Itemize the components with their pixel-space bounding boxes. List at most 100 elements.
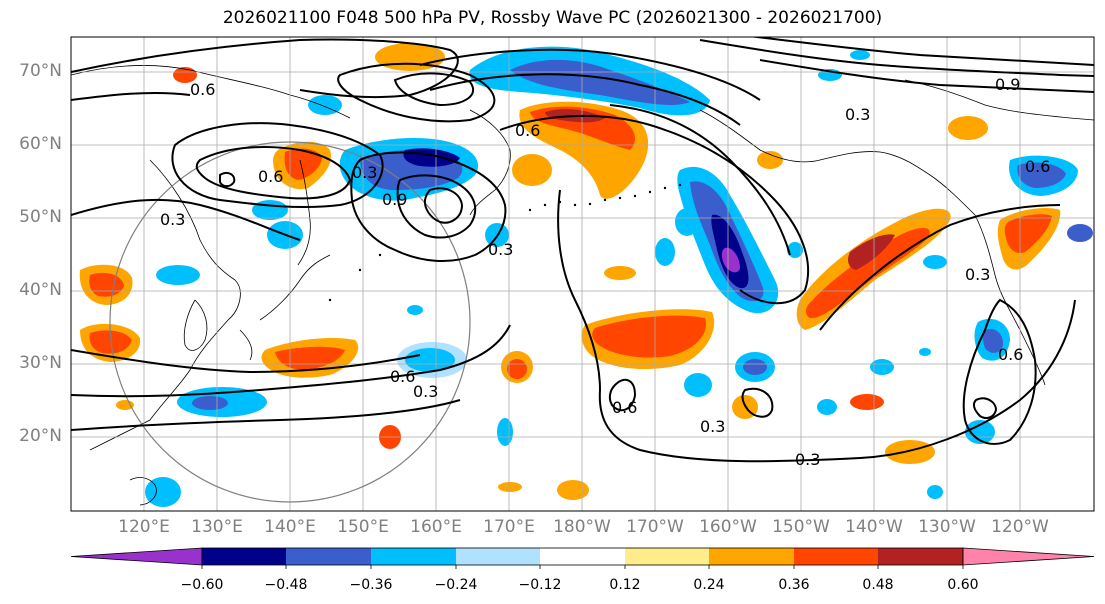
- lon-label-140e: 140°E: [264, 517, 316, 537]
- contour-label: 0.9: [382, 190, 407, 209]
- pos-blob: [512, 154, 552, 186]
- pos-blob: [498, 482, 522, 492]
- pos-blob: [173, 67, 197, 83]
- lon-label-120w: 120°W: [991, 517, 1049, 537]
- map-frame: [70, 36, 1095, 512]
- lon-label-170e: 170°E: [483, 517, 535, 537]
- colorbar-segment: [456, 548, 540, 565]
- contour-label: 0.3: [160, 210, 185, 229]
- neg-blob: [252, 200, 288, 220]
- island-chain: [328, 183, 682, 302]
- pos-blob: [604, 266, 636, 280]
- lon-label-140w: 140°W: [845, 517, 903, 537]
- contour-label: 0.3: [965, 265, 990, 284]
- lat-label-50n: 50°N: [19, 207, 62, 227]
- contour-label: 0.3: [845, 105, 870, 124]
- pos-blob: [850, 394, 884, 410]
- neg-blob: [870, 359, 894, 375]
- contour-label: 0.6: [390, 367, 415, 386]
- neg-blob: [923, 255, 947, 269]
- colorbar-tick-label: −0.12: [518, 577, 562, 593]
- neg-blob: [655, 238, 675, 266]
- colorbar-tick-label: −0.36: [349, 577, 393, 593]
- neg-blob: [1067, 224, 1093, 242]
- neg-blob: [817, 399, 837, 415]
- pos-anomaly-sakhalin-core: [284, 148, 322, 180]
- lon-label-120e: 120°E: [118, 517, 170, 537]
- neg-blob: [684, 373, 712, 397]
- pos-blob: [116, 400, 134, 410]
- colorbar-segment: [878, 548, 963, 565]
- pos-blob: [948, 116, 988, 140]
- lat-label-20n: 20°N: [19, 426, 62, 446]
- lon-label-130e: 130°E: [191, 517, 243, 537]
- colorbar-tick-label: 0.60: [947, 577, 979, 593]
- neg-blob: [405, 348, 455, 372]
- lat-label-30n: 30°N: [19, 353, 62, 373]
- neg-anomaly-trough-extreme: [721, 247, 740, 273]
- neg-blob: [850, 50, 870, 60]
- neg-blob: [965, 420, 995, 444]
- pos-anomaly-central-pacific-core: [592, 315, 706, 358]
- colorbar-tick-label: 0.12: [609, 577, 641, 593]
- colorbar-tick-label: −0.24: [434, 577, 478, 593]
- neg-blob: [675, 208, 699, 236]
- pos-anomaly-us-coast-core: [1004, 214, 1052, 254]
- contour-label: 0.3: [700, 417, 725, 436]
- lat-label-60n: 60°N: [19, 134, 62, 154]
- colorbar-segment: [202, 548, 286, 565]
- contour-label: 0.6: [515, 121, 540, 140]
- lon-label-180w: 180°W: [553, 517, 611, 537]
- contour-label: 0.6: [190, 80, 215, 99]
- lon-label-160e: 160°E: [410, 517, 462, 537]
- colorbar-tick-label: 0.24: [693, 577, 725, 593]
- colorbar-segment: [709, 548, 794, 565]
- pos-blob: [557, 480, 589, 500]
- pos-blob: [885, 440, 935, 464]
- lat-label-40n: 40°N: [19, 280, 62, 300]
- neg-blob: [407, 305, 423, 315]
- colorbar-segment: [625, 548, 709, 565]
- contour-label: 0.3: [352, 163, 377, 182]
- colorbar-segment: [794, 548, 878, 565]
- lon-label-150e: 150°E: [337, 517, 389, 537]
- colorbar-tick-label: −0.60: [180, 577, 224, 593]
- contour-labels: 0.6 0.3 0.6 0.3 0.9 0.6 0.3 0.3 0.6 0.3 …: [160, 75, 1050, 469]
- contour-label: 0.3: [488, 240, 513, 259]
- contour-label: 0.6: [612, 398, 637, 417]
- lon-label-150w: 150°W: [772, 517, 830, 537]
- contour-label: 0.9: [995, 75, 1020, 94]
- reference-circle: [109, 141, 471, 503]
- colorbar-segment: [540, 548, 625, 565]
- contour-label: 0.3: [413, 382, 438, 401]
- lon-label-130w: 130°W: [918, 517, 976, 537]
- colorbar-segment: [962, 547, 1095, 566]
- pos-anomaly-ne-pacific-core: [805, 227, 930, 319]
- neg-anomaly-north-core: [510, 59, 690, 105]
- colorbar-tick-label: 0.48: [862, 577, 894, 593]
- colorbar-tick-label: −0.48: [264, 577, 308, 593]
- colorbar-segment: [371, 548, 456, 565]
- neg-blob: [156, 265, 200, 285]
- neg-blob: [743, 359, 767, 375]
- neg-blob: [787, 242, 803, 258]
- colorbar-segment: [70, 547, 203, 566]
- pos-blob: [757, 151, 783, 169]
- contour-label: 0.3: [795, 450, 820, 469]
- neg-blob: [927, 485, 943, 499]
- neg-blob: [192, 396, 228, 410]
- pv-contours: [71, 37, 1094, 463]
- neg-blob: [919, 348, 931, 356]
- contour-label: 0.6: [998, 345, 1023, 364]
- colorbar: [70, 547, 1095, 569]
- pos-anomaly-ne-pacific-strong: [848, 234, 895, 270]
- lat-label-70n: 70°N: [19, 61, 62, 81]
- contour-label: 0.6: [258, 167, 283, 186]
- coastlines: [71, 65, 1094, 506]
- colorbar-segment: [286, 548, 371, 565]
- gridlines: [71, 37, 1094, 511]
- pos-blob: [507, 359, 527, 379]
- lon-label-160w: 160°W: [699, 517, 757, 537]
- neg-blob: [497, 418, 513, 446]
